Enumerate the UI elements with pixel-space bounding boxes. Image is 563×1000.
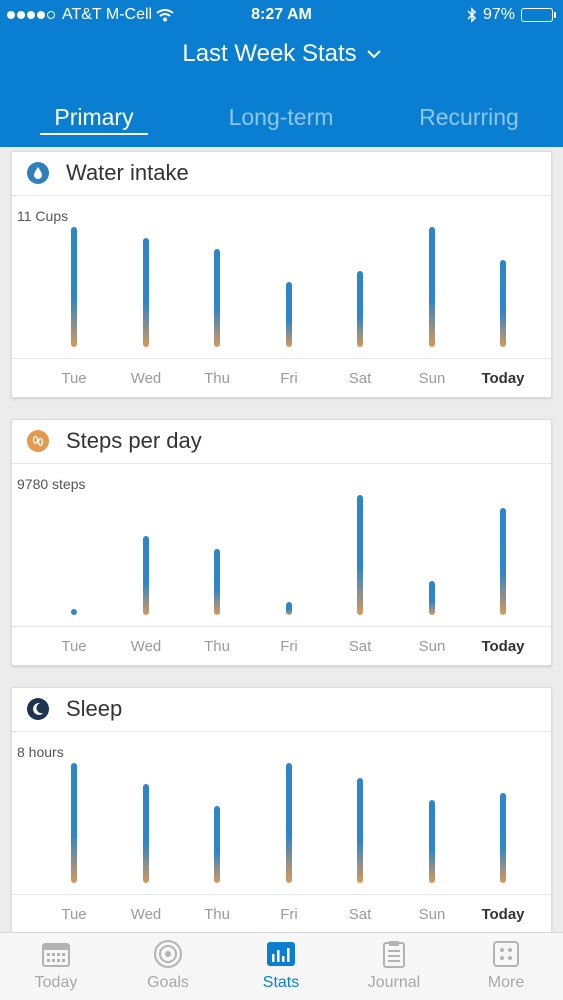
tabbar-item-today[interactable]: Today bbox=[16, 939, 96, 992]
day-label-sat: Sat bbox=[348, 370, 372, 387]
day-label-wed: Wed bbox=[130, 370, 162, 387]
period-selector[interactable]: Last Week Stats bbox=[0, 40, 563, 68]
footsteps-icon bbox=[27, 430, 49, 452]
max-value-label: 11 Cups bbox=[17, 208, 69, 224]
day-label-wed: Wed bbox=[130, 906, 162, 923]
bar-fri bbox=[286, 763, 292, 883]
day-axis: Tue Wed Thu Fri Sat Sun Today bbox=[12, 894, 551, 934]
tabbar-item-goals[interactable]: Goals bbox=[128, 939, 208, 992]
bar-chart-icon bbox=[267, 942, 295, 966]
day-label-today: Today bbox=[481, 638, 525, 655]
signal-icon bbox=[7, 11, 55, 19]
card-header: Sleep bbox=[12, 688, 551, 732]
bar-sun bbox=[429, 581, 435, 615]
bar-tue bbox=[71, 609, 77, 615]
carrier-name: AT&T M-Cell bbox=[62, 6, 153, 23]
target-icon bbox=[154, 940, 182, 968]
max-value-label: 9780 steps bbox=[17, 476, 86, 492]
bar-today bbox=[500, 508, 506, 615]
status-right: 97% bbox=[467, 6, 556, 24]
day-label-tue: Tue bbox=[61, 638, 87, 655]
bar-tue bbox=[71, 763, 77, 883]
sleep-card[interactable]: Sleep 8 hours Tue Wed Thu Fri Sat Sun Today bbox=[11, 687, 552, 934]
day-label-today: Today bbox=[481, 906, 525, 923]
day-label-sun: Sun bbox=[418, 906, 446, 923]
header: AT&T M-Cell 8:27 AM 97% Last Week Stats … bbox=[0, 0, 563, 147]
day-label-sat: Sat bbox=[348, 906, 372, 923]
bar-wed bbox=[143, 238, 149, 347]
day-label-tue: Tue bbox=[61, 370, 87, 387]
battery-icon bbox=[521, 8, 556, 22]
bar-thu bbox=[214, 249, 220, 347]
chevron-down-icon bbox=[366, 49, 381, 58]
bar-sun bbox=[429, 800, 435, 883]
card-title: Water intake bbox=[66, 160, 189, 185]
bar-today bbox=[500, 793, 506, 883]
tabbar-label: Journal bbox=[367, 974, 421, 991]
day-label-sat: Sat bbox=[348, 638, 372, 655]
bottom-tab-bar: Today Goals Stats Journal More bbox=[0, 932, 563, 1000]
tabbar-item-journal[interactable]: Journal bbox=[354, 939, 434, 992]
card-title: Sleep bbox=[66, 696, 123, 721]
bar-chart bbox=[12, 732, 551, 894]
day-label-thu: Thu bbox=[204, 638, 230, 655]
bar-wed bbox=[143, 536, 149, 615]
grid-icon bbox=[493, 941, 519, 967]
bar-thu bbox=[214, 549, 220, 615]
moon-icon bbox=[27, 698, 49, 720]
day-label-fri: Fri bbox=[280, 906, 298, 923]
day-axis: Tue Wed Thu Fri Sat Sun Today bbox=[12, 358, 551, 398]
active-tab-indicator bbox=[40, 133, 148, 135]
tab-long-term[interactable]: Long-term bbox=[228, 104, 334, 130]
bar-fri bbox=[286, 602, 292, 615]
steps-per-day-card[interactable]: Steps per day 9780 steps Tue Wed Thu Fri Sat… bbox=[11, 419, 552, 666]
bar-fri bbox=[286, 282, 292, 347]
day-label-wed: Wed bbox=[130, 638, 162, 655]
max-value-label: 8 hours bbox=[17, 744, 64, 760]
bar-tue bbox=[71, 227, 77, 347]
day-label-today: Today bbox=[481, 370, 525, 387]
day-label-fri: Fri bbox=[280, 638, 298, 655]
day-label-fri: Fri bbox=[280, 370, 298, 387]
tabbar-item-stats[interactable]: Stats bbox=[241, 939, 321, 992]
status-time: 8:27 AM bbox=[251, 6, 312, 23]
water-drop-icon bbox=[27, 162, 49, 184]
bar-sat bbox=[357, 778, 363, 883]
page-title: Last Week Stats bbox=[182, 40, 357, 67]
water-intake-card[interactable]: Water intake 11 Cups Tue Wed Thu Fri Sat Sun T… bbox=[11, 151, 552, 398]
tab-recurring[interactable]: Recurring bbox=[419, 104, 519, 130]
card-header: Water intake bbox=[12, 152, 551, 196]
status-bar: AT&T M-Cell 8:27 AM 97% bbox=[0, 0, 563, 30]
tab-primary[interactable]: Primary bbox=[54, 104, 134, 130]
bar-sun bbox=[429, 227, 435, 347]
battery-percent: 97% bbox=[482, 6, 515, 23]
carrier-signal: AT&T M-Cell bbox=[7, 6, 174, 24]
bar-today bbox=[500, 260, 506, 347]
day-label-sun: Sun bbox=[418, 638, 446, 655]
day-label-thu: Thu bbox=[204, 370, 230, 387]
bar-sat bbox=[357, 495, 363, 615]
bar-thu bbox=[214, 806, 220, 883]
day-label-tue: Tue bbox=[61, 906, 87, 923]
card-header: Steps per day bbox=[12, 420, 551, 464]
tabbar-label: Goals bbox=[147, 974, 189, 991]
bar-sat bbox=[357, 271, 363, 347]
tabbar-label: Stats bbox=[262, 974, 300, 991]
bar-chart bbox=[12, 196, 551, 358]
bar-wed bbox=[143, 784, 149, 883]
calendar-icon bbox=[42, 943, 70, 967]
wifi-icon bbox=[156, 9, 174, 22]
tabbar-item-more[interactable]: More bbox=[466, 939, 546, 992]
bluetooth-icon bbox=[467, 7, 477, 23]
day-axis: Tue Wed Thu Fri Sat Sun Today bbox=[12, 626, 551, 666]
bar-chart bbox=[12, 464, 551, 626]
card-title: Steps per day bbox=[66, 428, 202, 453]
clipboard-icon bbox=[383, 941, 405, 968]
stats-tabs: Primary Long-term Recurring bbox=[0, 100, 563, 147]
day-label-sun: Sun bbox=[418, 370, 446, 387]
tabbar-label: More bbox=[487, 974, 525, 991]
day-label-thu: Thu bbox=[204, 906, 230, 923]
tabbar-label: Today bbox=[34, 974, 78, 991]
